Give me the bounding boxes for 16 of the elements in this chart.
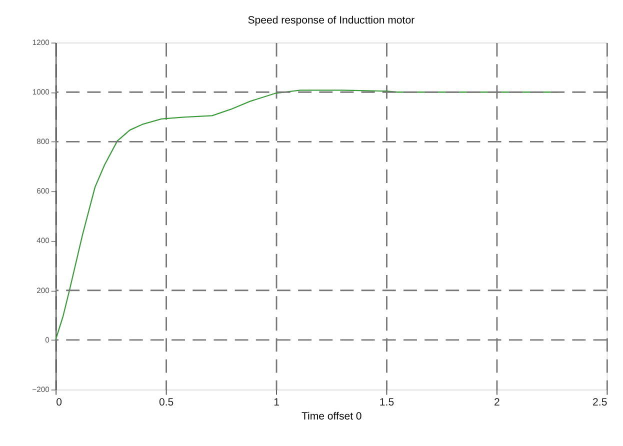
y-tick-label: 1200 [32, 38, 50, 47]
y-tick-label: 800 [36, 137, 50, 146]
y-tick-label: −200 [32, 384, 50, 394]
y-tick-label: 0 [45, 335, 50, 344]
x-tick-label: 1.5 [379, 396, 394, 408]
x-tick-label: 2 [494, 396, 500, 408]
y-tick-label: 200 [36, 286, 50, 295]
y-tick-label: 600 [36, 186, 50, 196]
x-tick-label: 0.5 [158, 396, 174, 408]
x-tick-label: 2.5 [592, 396, 608, 408]
y-tick-label: 1000 [32, 88, 50, 97]
chart-title: Speed response of Inducttion motor [248, 14, 416, 26]
y-tick-label: 400 [36, 236, 50, 246]
x-tick-label: 1 [274, 396, 280, 408]
x-axis-title: Time offset 0 [301, 410, 362, 423]
x-tick-label: 0 [56, 396, 62, 408]
